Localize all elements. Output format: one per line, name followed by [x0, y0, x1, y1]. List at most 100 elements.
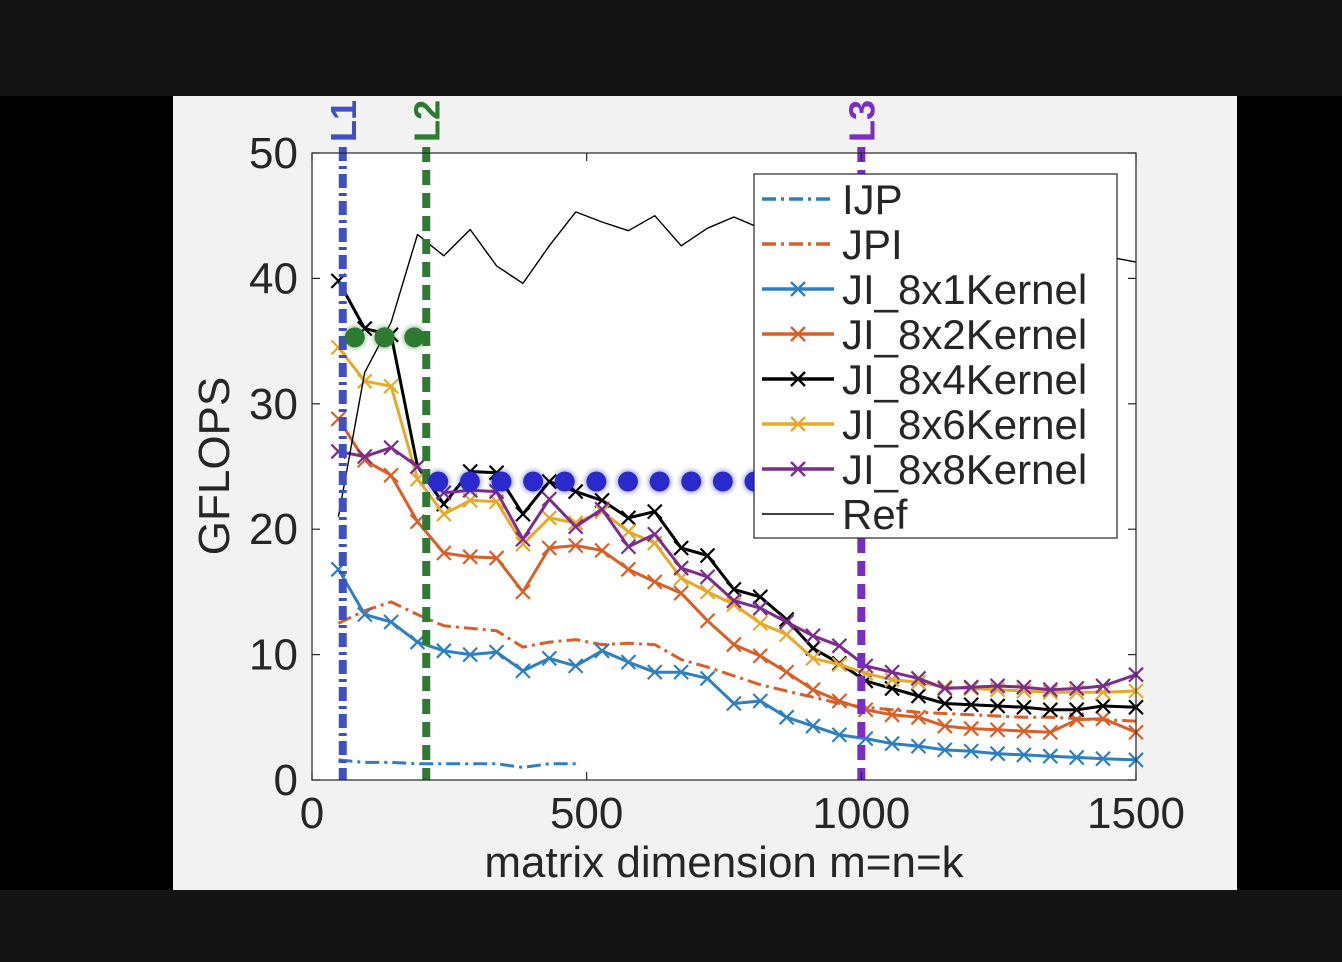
data-point-ji-8x8kernel: [383, 439, 399, 456]
y-tick-label: 0: [274, 756, 298, 805]
data-point-ji-8x6kernel: [356, 373, 373, 390]
y-tick-label: 10: [249, 631, 298, 680]
data-point-ji-8x2kernel: [884, 707, 900, 723]
data-point-ji-8x2kernel: [488, 550, 505, 566]
data-point-ji-8x8kernel: [1095, 678, 1111, 694]
data-point-ji-8x1kernel: [356, 606, 373, 623]
x-tick-label: 0: [300, 789, 324, 838]
legend-label-ji-8x2kernel: JI_8x2Kernel: [842, 311, 1087, 358]
data-point-ji-8x1kernel: [567, 658, 584, 674]
data-point-ji-8x1kernel: [752, 693, 769, 709]
data-point-ji-8x4kernel: [910, 688, 927, 704]
gflops-line-chart: IJPJPIJI_8x1KernelJI_8x2KernelJI_8x4Kern…: [190, 100, 1185, 887]
legend-label-ji-8x1kernel: JI_8x1Kernel: [842, 266, 1087, 313]
data-point-ji-8x1kernel: [884, 735, 900, 752]
data-point-ji-8x2kernel: [673, 585, 689, 601]
data-point-ji-8x8kernel: [567, 518, 584, 535]
data-point-ji-8x1kernel: [1068, 749, 1085, 766]
data-point-ji-8x4kernel: [937, 695, 953, 712]
level-dot: [459, 471, 480, 492]
level-dot: [586, 471, 607, 492]
cache-label-l1: L1: [323, 100, 364, 142]
data-point-ji-8x4kernel: [647, 503, 663, 520]
data-point-ji-8x8kernel: [1068, 680, 1085, 697]
data-point-ji-8x6kernel: [726, 596, 742, 613]
figure-panel: IJP JPI JI_8x1Kernel JI_8x2Kernel JI_8x4Kern…: [173, 96, 1237, 890]
series-jpi: [337, 600, 1137, 723]
series-ijp: [338, 758, 576, 769]
level-dot: [712, 471, 733, 492]
data-point-ji-8x2kernel: [752, 648, 769, 664]
data-point-ji-8x8kernel: [1016, 679, 1032, 695]
data-point-ji-8x2kernel: [515, 584, 531, 600]
data-point-ji-8x1kernel: [1095, 750, 1111, 767]
data-point-ji-8x4kernel: [673, 540, 689, 556]
data-point-ji-8x1kernel: [488, 644, 505, 660]
data-point-ji-8x8kernel: [910, 670, 927, 687]
legend-label-ji-8x6kernel: JI_8x6Kernel: [842, 401, 1087, 448]
data-point-ji-8x8kernel: [726, 592, 742, 609]
data-point-ji-8x6kernel: [884, 671, 900, 688]
data-point-ji-8x6kernel: [805, 650, 821, 667]
level-dot: [681, 471, 702, 492]
data-point-ji-8x1kernel: [383, 614, 399, 630]
level-dot: [649, 471, 670, 492]
data-point-ji-8x1kernel: [541, 650, 558, 667]
plot-frame: [311, 152, 1137, 781]
data-point-ji-8x8kernel: [831, 638, 848, 654]
data-point-ji-8x8kernel: [673, 560, 689, 576]
data-point-ji-8x2kernel: [699, 612, 716, 629]
data-point-ji-8x2kernel: [910, 709, 927, 726]
data-point-ji-8x8kernel: [805, 628, 821, 644]
data-point-ji-8x8kernel: [699, 569, 716, 585]
legend-label-jpi: JPI: [842, 221, 903, 268]
legend-label-ji-8x8kernel: JI_8x8Kernel: [842, 446, 1087, 493]
data-point-ji-8x2kernel: [963, 720, 979, 737]
data-point-ji-8x6kernel: [778, 626, 795, 643]
data-point-ji-8x4kernel: [726, 581, 742, 598]
data-point-ji-8x2kernel: [726, 636, 742, 653]
data-point-ji-8x8kernel: [594, 501, 610, 517]
data-point-ji-8x4kernel: [699, 547, 716, 564]
data-point-ji-8x4kernel: [1016, 699, 1032, 716]
level-dot: [344, 327, 365, 348]
data-point-ji-8x2kernel: [647, 574, 663, 590]
data-point-ji-8x4kernel: [1068, 701, 1085, 718]
data-point-ji-8x1kernel: [699, 670, 716, 687]
level-dot: [491, 471, 512, 492]
data-point-ji-8x2kernel: [436, 545, 452, 561]
data-point-ji-8x8kernel: [884, 664, 900, 680]
data-point-ji-8x4kernel: [620, 510, 637, 526]
data-point-ji-8x6kernel: [1042, 684, 1059, 700]
series-line-ijp: [338, 758, 576, 769]
data-point-ji-8x2kernel: [778, 664, 795, 680]
legend-label-ref: Ref: [842, 491, 908, 538]
y-tick-label: 30: [249, 380, 298, 429]
cache-label-l2: L2: [406, 100, 447, 142]
data-point-ji-8x1kernel: [1016, 747, 1032, 763]
data-point-ji-8x8kernel: [963, 679, 979, 695]
data-point-ji-8x6kernel: [436, 506, 452, 522]
y-tick-label: 40: [249, 254, 298, 303]
level-dot: [554, 471, 575, 492]
data-point-ji-8x2kernel: [805, 681, 821, 698]
data-point-ji-8x2kernel: [594, 542, 610, 559]
data-point-ji-8x6kernel: [383, 378, 399, 395]
data-point-ji-8x8kernel: [752, 600, 769, 616]
data-point-ji-8x2kernel: [1095, 710, 1111, 727]
data-point-ji-8x8kernel: [1042, 681, 1059, 698]
data-point-ji-8x8kernel: [541, 491, 558, 507]
level-dot: [523, 471, 544, 492]
legend-label-ji-8x4kernel: JI_8x4Kernel: [842, 356, 1087, 403]
data-point-ji-8x1kernel: [778, 709, 795, 726]
data-point-ji-8x8kernel: [778, 614, 795, 630]
series-ji-8x2kernel: [330, 411, 1144, 741]
data-point-ji-8x8kernel: [647, 526, 663, 542]
data-point-ji-8x1kernel: [515, 663, 531, 679]
data-point-ji-8x2kernel: [831, 693, 848, 709]
data-point-ji-8x6kernel: [752, 615, 769, 632]
legend-marker-ji-8x4kernel: [790, 371, 806, 387]
data-point-ji-8x6kernel: [515, 536, 531, 553]
data-point-ji-8x8kernel: [620, 538, 637, 555]
data-point-ji-8x8kernel: [989, 678, 1006, 694]
